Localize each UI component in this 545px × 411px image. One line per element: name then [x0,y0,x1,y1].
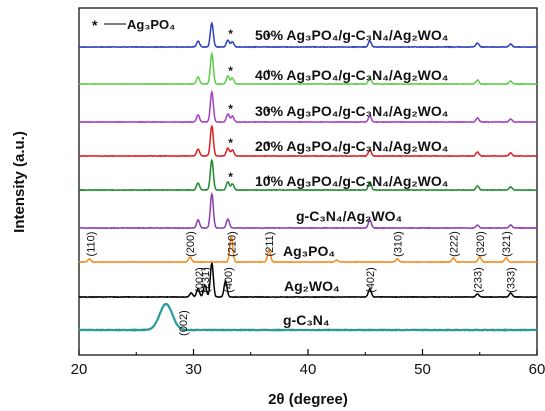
legend-star: * [92,17,98,33]
hkl-label-ag3po4: (200) [185,231,197,257]
hkl-label-ag3po4: (211) [264,232,276,257]
star-marker: * [266,173,271,187]
hkl-label-ag2wo4: (233) [473,267,485,293]
series-line-6 [78,89,538,124]
hkl-label-gc3n4: (002) [178,310,190,336]
hkl-label-ag2wo4: (231) [200,267,212,293]
series-label-7: 40% Ag₃PO₄/g-C₃N₄/Ag₂WO₄ [255,67,448,83]
series-label-3: g-C₃N₄/Ag₂WO₄ [296,208,402,224]
legend: * Ag₃PO₄ [92,17,175,33]
marker-layer: * * * * * * * * * * [228,27,271,187]
series-label-8: 50% Ag₃PO₄/g-C₃N₄/Ag₂WO₄ [255,27,448,43]
star-marker: * [228,102,233,116]
star-marker: * [266,139,271,153]
hkl-label-ag2wo4: (400) [223,267,235,293]
series-line-2 [78,235,538,264]
series-layer [78,21,538,332]
tick-layer: 20 30 40 50 60 [71,349,545,378]
hkl-label-ag3po4: (310) [392,231,404,257]
x-axis-title: 2θ (degree) [268,391,348,408]
series-label-1: Ag₂WO₄ [284,278,340,294]
series-line-3 [78,191,538,230]
series-line-8 [78,21,538,49]
hkl-label-ag3po4: (321) [501,231,513,257]
star-marker: * [228,64,233,78]
series-label-0: g-C₃N₄ [283,312,330,328]
x-tick-label: 40 [300,361,317,378]
star-marker: * [228,136,233,150]
hkl-label-ag3po4: (210) [226,231,238,257]
hkl-label-ag3po4: (222) [448,231,460,257]
series-line-1 [78,260,538,299]
star-marker: * [228,170,233,184]
series-line-7 [78,51,538,86]
star-marker: * [228,27,233,41]
series-line-5 [78,124,538,158]
legend-text: Ag₃PO₄ [127,17,175,32]
series-label-5: 20% Ag₃PO₄/g-C₃N₄/Ag₂WO₄ [255,138,448,154]
series-label-4: 10% Ag₃PO₄/g-C₃N₄/Ag₂WO₄ [255,173,448,189]
series-line-4 [78,158,538,192]
series-label-6: 30% Ag₃PO₄/g-C₃N₄/Ag₂WO₄ [255,103,448,119]
hkl-label-ag3po4: (110) [86,232,98,257]
x-tick-label: 50 [414,361,431,378]
x-tick-label: 60 [529,361,545,378]
star-marker: * [266,67,271,81]
series-line-0 [78,302,538,332]
x-tick-label: 30 [185,361,202,378]
label-layer: g-C₃N₄ Ag₂WO₄ Ag₃PO₄ g-C₃N₄/Ag₂WO₄ 10% Ag₃PO… [86,27,518,336]
hkl-label-ag2wo4: (002) [194,267,206,293]
star-marker: * [266,105,271,119]
star-marker: * [266,30,271,44]
y-axis-title: Intensity (a.u.) [11,131,28,233]
hkl-label-ag2wo4: (333) [506,267,518,293]
hkl-label-ag2wo4: (402) [365,267,377,293]
hkl-label-ag3po4: (320) [475,231,487,257]
x-tick-label: 20 [71,361,88,378]
series-label-2: Ag₃PO₄ [283,243,335,259]
